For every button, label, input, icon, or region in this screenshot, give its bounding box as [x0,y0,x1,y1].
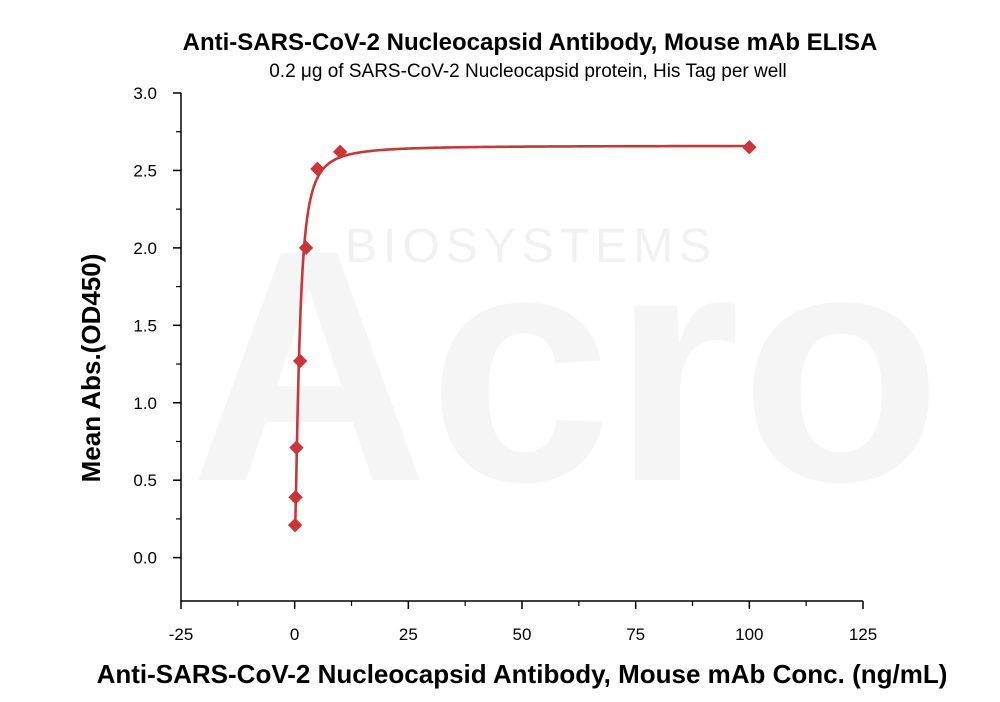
fit-curve [293,144,750,531]
y-tick-label: 3.0 [133,84,157,103]
x-tick-label: 125 [849,625,877,644]
y-tick-label: 1.5 [133,316,157,335]
y-tick-label: 0.5 [133,471,157,490]
data-point [287,517,303,533]
data-point [289,440,304,455]
data-point [298,240,314,256]
y-tick-label: 2.5 [133,161,157,180]
chart-subtitle: 0.2 μg of SARS-CoV-2 Nucleocapsid protei… [269,61,787,82]
x-axis-title: Anti-SARS-CoV-2 Nucleocapsid Antibody, M… [97,659,948,689]
watermark: Acro BIOSYSTEMS [345,220,717,273]
chart-title: Anti-SARS-CoV-2 Nucleocapsid Antibody, M… [183,29,878,56]
plot-area: -25 0 25 50 75 100 125 0.0 0.5 1.0 1.5 2.0 2.5 3.0 [133,84,877,644]
x-tick-label: 75 [626,625,645,644]
y-tick-label: 2.0 [133,239,157,258]
y-ticks: 0.0 0.5 1.0 1.5 2.0 2.5 3.0 [133,84,181,568]
fit-curve-layer [293,144,750,531]
y-axis-title: Mean Abs.(OD450) [76,254,106,483]
y-tick-label: 0.0 [133,549,157,568]
x-tick-label: 50 [513,625,532,644]
data-point [742,140,757,155]
watermark-sub: BIOSYSTEMS [345,220,717,273]
x-tick-label: 25 [399,625,418,644]
data-point [292,353,308,369]
y-tick-label: 1.0 [133,394,157,413]
x-tick-label: 100 [735,625,763,644]
x-tick-label: -25 [169,625,194,644]
data-point [332,144,348,160]
data-point [310,161,325,177]
data-point [288,490,303,505]
data-points [287,140,757,533]
x-ticks: -25 0 25 50 75 100 125 [169,601,877,644]
x-tick-label: 0 [290,625,299,644]
